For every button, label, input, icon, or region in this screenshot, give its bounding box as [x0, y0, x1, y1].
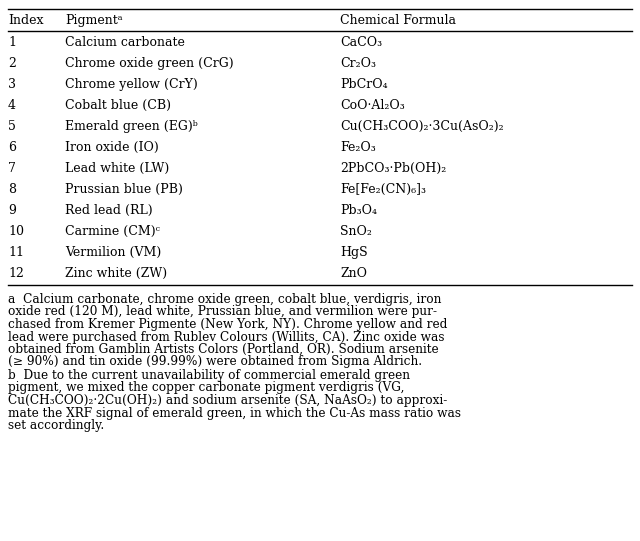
- Text: 1: 1: [8, 36, 16, 49]
- Text: Cu(CH₃COO)₂·3Cu(AsO₂)₂: Cu(CH₃COO)₂·3Cu(AsO₂)₂: [340, 120, 504, 133]
- Text: CaCO₃: CaCO₃: [340, 36, 382, 49]
- Text: Carmine (CM)ᶜ: Carmine (CM)ᶜ: [65, 225, 160, 238]
- Text: obtained from Gamblin Artists Colors (Portland, OR). Sodium arsenite: obtained from Gamblin Artists Colors (Po…: [8, 343, 438, 356]
- Text: Cu(CH₃COO)₂·2Cu(OH)₂) and sodium arsenite (SA, NaAsO₂) to approxi-: Cu(CH₃COO)₂·2Cu(OH)₂) and sodium arsenit…: [8, 394, 447, 407]
- Text: Iron oxide (IO): Iron oxide (IO): [65, 141, 159, 154]
- Text: Cobalt blue (CB): Cobalt blue (CB): [65, 99, 171, 112]
- Text: PbCrO₄: PbCrO₄: [340, 78, 388, 91]
- Text: Fe₂O₃: Fe₂O₃: [340, 141, 376, 154]
- Text: Fe[Fe₂(CN)₆]₃: Fe[Fe₂(CN)₆]₃: [340, 183, 426, 196]
- Text: 7: 7: [8, 162, 16, 175]
- Text: Pigmentᵃ: Pigmentᵃ: [65, 14, 123, 27]
- Text: 11: 11: [8, 246, 24, 259]
- Text: Index: Index: [8, 14, 44, 27]
- Text: 5: 5: [8, 120, 16, 133]
- Text: oxide red (120 M), lead white, Prussian blue, and vermilion were pur-: oxide red (120 M), lead white, Prussian …: [8, 306, 437, 319]
- Text: Pb₃O₄: Pb₃O₄: [340, 204, 377, 217]
- Text: Emerald green (EG)ᵇ: Emerald green (EG)ᵇ: [65, 120, 198, 133]
- Text: 4: 4: [8, 99, 16, 112]
- Text: 10: 10: [8, 225, 24, 238]
- Text: 8: 8: [8, 183, 16, 196]
- Text: Chrome yellow (CrY): Chrome yellow (CrY): [65, 78, 198, 91]
- Text: SnO₂: SnO₂: [340, 225, 372, 238]
- Text: 2PbCO₃·Pb(OH)₂: 2PbCO₃·Pb(OH)₂: [340, 162, 446, 175]
- Text: 3: 3: [8, 78, 16, 91]
- Text: Vermilion (VM): Vermilion (VM): [65, 246, 161, 259]
- Text: Chemical Formula: Chemical Formula: [340, 14, 456, 27]
- Text: 9: 9: [8, 204, 16, 217]
- Text: Prussian blue (PB): Prussian blue (PB): [65, 183, 183, 196]
- Text: 6: 6: [8, 141, 16, 154]
- Text: 12: 12: [8, 267, 24, 280]
- Text: HgS: HgS: [340, 246, 367, 259]
- Text: Chrome oxide green (CrG): Chrome oxide green (CrG): [65, 57, 234, 70]
- Text: (≥ 90%) and tin oxide (99.99%) were obtained from Sigma Aldrich.: (≥ 90%) and tin oxide (99.99%) were obta…: [8, 355, 422, 368]
- Text: set accordingly.: set accordingly.: [8, 419, 104, 432]
- Text: ZnO: ZnO: [340, 267, 367, 280]
- Text: Red lead (RL): Red lead (RL): [65, 204, 152, 217]
- Text: CoO·Al₂O₃: CoO·Al₂O₃: [340, 99, 404, 112]
- Text: mate the XRF signal of emerald green, in which the Cu-As mass ratio was: mate the XRF signal of emerald green, in…: [8, 406, 461, 419]
- Text: b  Due to the current unavailability of commercial emerald green: b Due to the current unavailability of c…: [8, 369, 410, 382]
- Text: Zinc white (ZW): Zinc white (ZW): [65, 267, 167, 280]
- Text: lead were purchased from Rublev Colours (Willits, CA). Zinc oxide was: lead were purchased from Rublev Colours …: [8, 331, 445, 344]
- Text: chased from Kremer Pigmente (New York, NY). Chrome yellow and red: chased from Kremer Pigmente (New York, N…: [8, 318, 447, 331]
- Text: pigment, we mixed the copper carbonate pigment verdigris (VG,: pigment, we mixed the copper carbonate p…: [8, 381, 404, 394]
- Text: Cr₂O₃: Cr₂O₃: [340, 57, 376, 70]
- Text: a  Calcium carbonate, chrome oxide green, cobalt blue, verdigris, iron: a Calcium carbonate, chrome oxide green,…: [8, 293, 442, 306]
- Text: 2: 2: [8, 57, 16, 70]
- Text: Lead white (LW): Lead white (LW): [65, 162, 169, 175]
- Text: Calcium carbonate: Calcium carbonate: [65, 36, 185, 49]
